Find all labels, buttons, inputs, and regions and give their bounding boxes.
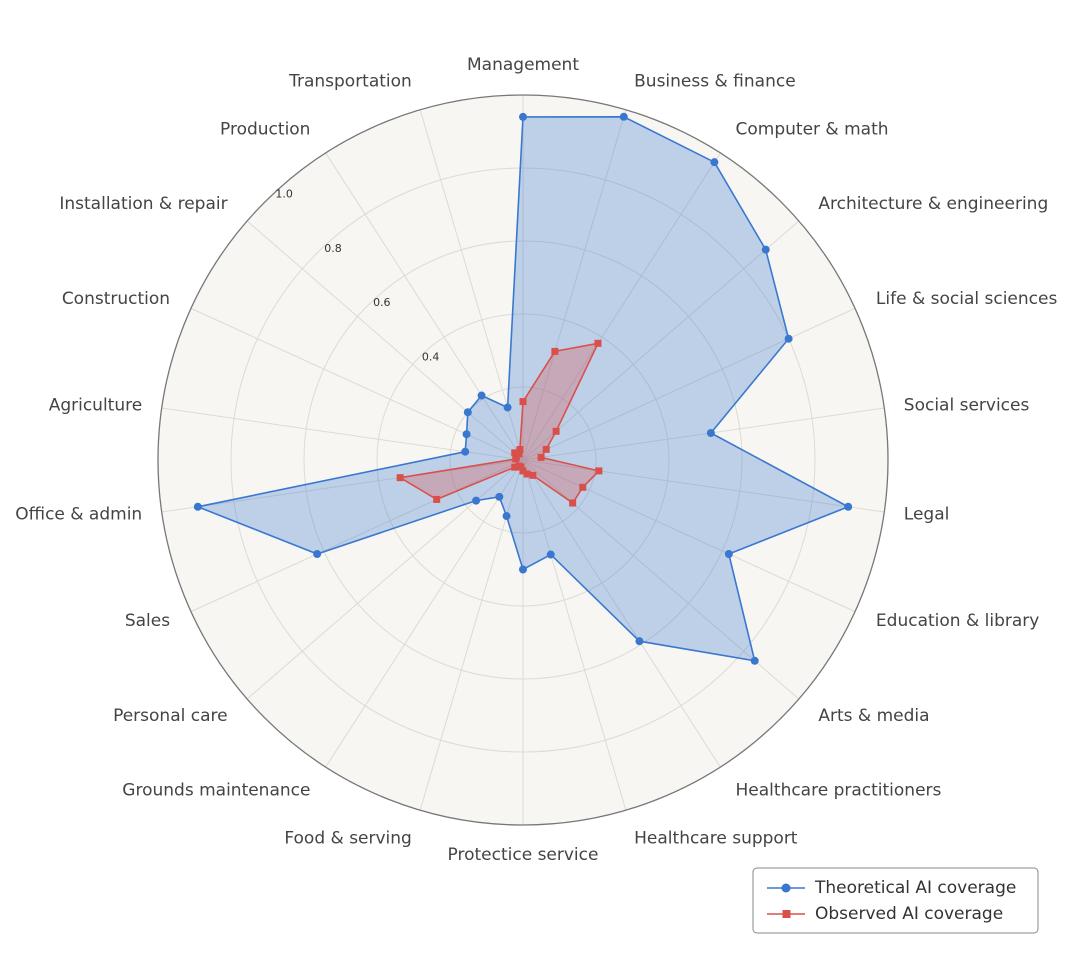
marker: [477, 391, 486, 400]
marker: [552, 427, 560, 435]
category-label: Architecture & engineering: [818, 194, 1048, 214]
marker: [515, 462, 523, 470]
marker: [503, 403, 512, 412]
spoke: [522, 459, 627, 811]
legend: Theoretical AI coverage Observed AI cover…: [752, 867, 1039, 934]
category-label: Agriculture: [49, 395, 143, 415]
grid-ring: [230, 167, 816, 753]
outer-ring: [157, 94, 889, 826]
marker: [844, 502, 853, 511]
marker: [529, 471, 537, 479]
legend-marker: [781, 883, 791, 893]
spoke: [190, 459, 524, 613]
spoke: [325, 152, 524, 461]
marker: [542, 445, 550, 453]
category-label: Transportation: [288, 71, 412, 91]
r-tick-label: 0.8: [324, 242, 342, 255]
marker: [511, 463, 519, 471]
marker: [546, 550, 555, 559]
marker: [472, 496, 481, 505]
spoke: [522, 307, 856, 461]
category-label: Healthcare support: [634, 829, 798, 849]
category-label: Construction: [62, 289, 170, 309]
marker: [519, 565, 527, 574]
marker: [551, 347, 559, 355]
category-label: Sales: [125, 611, 170, 631]
spoke: [522, 220, 800, 461]
marker: [595, 467, 603, 475]
category-label: Legal: [904, 505, 950, 525]
spoke: [522, 459, 721, 768]
marker: [463, 408, 472, 417]
marker: [569, 499, 577, 507]
marker: [537, 453, 545, 461]
category-label: Food & serving: [284, 829, 411, 849]
marker: [619, 112, 628, 121]
category-label: Management: [467, 55, 579, 75]
spoke: [522, 152, 721, 461]
legend-box: [752, 867, 1039, 934]
category-label: Life & social sciences: [876, 289, 1058, 309]
marker: [462, 430, 471, 439]
category-label: Protectice service: [448, 845, 599, 865]
spoke: [325, 459, 524, 768]
category-label: Arts & media: [818, 706, 929, 726]
spoke: [522, 407, 885, 461]
category-label: Business & finance: [634, 71, 796, 91]
marker: [523, 470, 531, 478]
category-label: Social services: [904, 395, 1030, 415]
category-label: Computer & math: [736, 119, 889, 139]
spoke: [161, 459, 524, 513]
grid-ring: [303, 240, 743, 680]
marker: [519, 467, 527, 475]
marker: [761, 245, 770, 254]
category-label: Production: [220, 119, 310, 139]
marker: [433, 495, 441, 503]
spoke: [522, 459, 856, 613]
legend-marker: [782, 910, 791, 918]
legend-label: Observed AI coverage: [815, 904, 1003, 924]
category-label: Office & admin: [15, 505, 142, 525]
marker: [594, 339, 602, 347]
marker: [710, 158, 719, 167]
category-label: Personal care: [113, 706, 228, 726]
marker: [502, 512, 511, 521]
marker: [579, 483, 587, 491]
spoke: [522, 459, 885, 513]
marker: [516, 445, 524, 453]
marker: [519, 112, 527, 121]
marker: [313, 550, 322, 559]
spoke: [522, 109, 627, 461]
marker: [511, 449, 519, 457]
marker: [706, 428, 715, 437]
spoke: [246, 220, 524, 461]
r-tick-label: 1.0: [275, 188, 293, 201]
category-label: Education & library: [876, 611, 1039, 631]
marker: [193, 502, 202, 511]
grid-ring: [376, 313, 670, 607]
category-label: Grounds maintenance: [122, 781, 310, 801]
category-label: Healthcare practitioners: [736, 781, 942, 801]
r-tick-label: 0.4: [422, 350, 440, 363]
marker: [750, 656, 759, 665]
marker: [495, 492, 504, 501]
marker: [396, 474, 404, 482]
category-label: Installation & repair: [59, 194, 227, 214]
marker: [515, 450, 523, 458]
grid-ring: [449, 386, 597, 534]
marker: [519, 398, 527, 406]
marker: [461, 447, 470, 456]
spoke: [419, 109, 524, 461]
r-tick-label: 0.6: [373, 296, 391, 309]
marker: [724, 550, 733, 559]
marker: [635, 637, 644, 646]
legend-label: Theoretical AI coverage: [814, 878, 1016, 898]
marker: [784, 334, 793, 343]
